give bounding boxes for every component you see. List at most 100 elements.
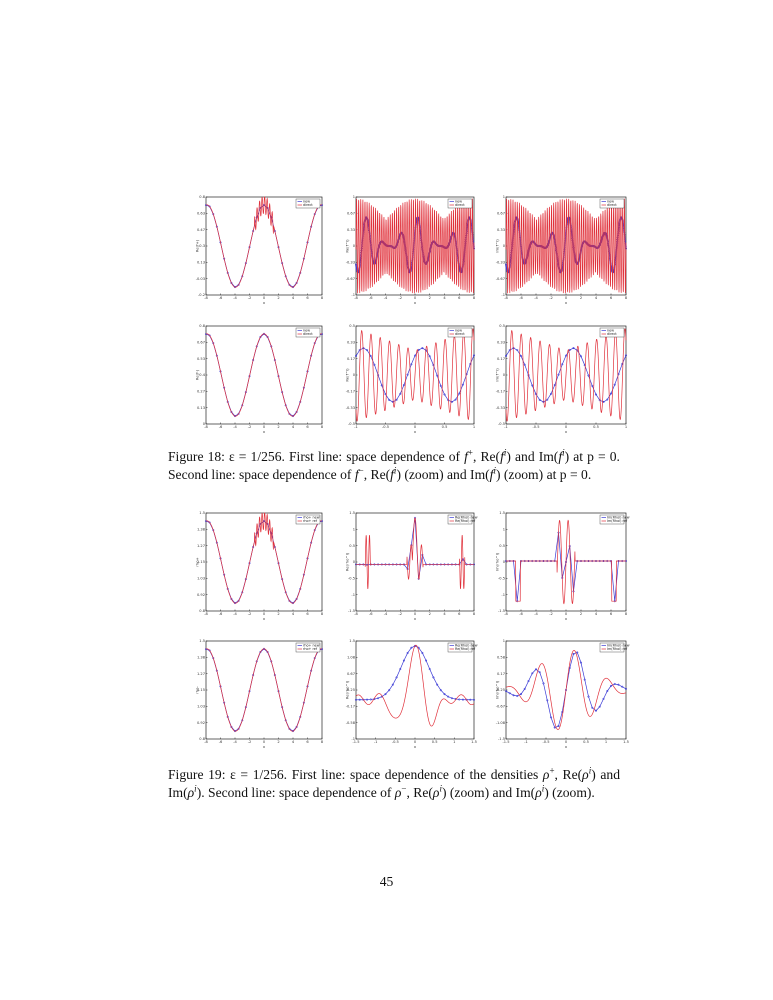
data-point (237, 283, 240, 286)
legend-entry: rho+ new (303, 643, 320, 647)
legend (447, 642, 473, 653)
x-tick-label: 4 (292, 740, 295, 744)
data-point (439, 384, 442, 387)
data-point (538, 671, 541, 674)
x-tick-label: 6 (610, 296, 613, 300)
legend-entry: Re(Rhoi) new (455, 515, 478, 519)
series-line-ref (505, 198, 627, 294)
x-tick-label: 8 (321, 296, 324, 300)
x-tick-label: -6 (369, 296, 373, 300)
data-point (549, 716, 553, 719)
y-tick-label: 0.92 (197, 593, 205, 597)
data-point (425, 659, 428, 662)
y-tick-label: 0.5 (349, 324, 355, 328)
x-tick-label: 2 (277, 740, 279, 744)
legend-entry: new (607, 199, 614, 203)
legend-entry: Im(Rhoi) new (607, 515, 630, 519)
y-tick-label: 0.17 (497, 672, 505, 676)
data-point (384, 693, 387, 696)
data-point (472, 698, 476, 701)
y-tick-label: 0.5 (499, 324, 505, 328)
y-axis-label: Re(rho^i) (345, 680, 350, 699)
data-point (583, 678, 586, 681)
y-tick-label: 0 (503, 244, 506, 248)
y-tick-label: 1.5 (499, 511, 505, 515)
x-tick-label: 8 (473, 612, 476, 616)
x-tick-label: -8 (204, 740, 208, 744)
x-tick-label: 4 (443, 612, 446, 616)
x-tick-label: 4 (292, 612, 295, 616)
x-tick-label: 0.5 (432, 740, 438, 744)
x-tick-label: -1.5 (502, 740, 509, 744)
y-tick-label: 0.8 (199, 609, 205, 613)
data-point (428, 668, 431, 671)
legend-entry: new (303, 199, 310, 203)
y-axis-label: Re(rho^i) (345, 552, 350, 571)
legend-entry: Re(Rhoi) new (455, 643, 478, 647)
x-tick-label: 4 (292, 425, 295, 429)
x-tick-label: 4 (292, 296, 295, 300)
x-tick-label: -6 (219, 425, 223, 429)
x-tick-label: -4 (534, 612, 538, 616)
data-point (369, 698, 372, 701)
fig19-r1-c2-plot: -8 -6 -4 -2 0 2 4 6 8 -1.5 -1 -0.5 0 0.5 1 1.5 x Re(rho^i… (345, 511, 478, 621)
fig18-r1-c2-plot: -8 -6 -4 -2 0 2 4 6 8 -1 -0.67 -0.33 0 0.33 0.67 1 x Re(f… (345, 195, 476, 305)
x-tick-label: 0 (565, 425, 568, 429)
data-point (410, 363, 413, 366)
figure19-caption: Figure 19: ε = 1/256. First line: space … (168, 765, 620, 800)
legend-entry: Im(Rhoi) new (607, 643, 630, 647)
y-tick-label: 0 (353, 244, 356, 248)
series-line-new (355, 645, 475, 701)
data-point (621, 685, 624, 688)
x-tick-label: -8 (354, 296, 358, 300)
data-point (606, 690, 609, 693)
y-tick-label: 0.47 (197, 228, 205, 232)
y-tick-label: 1.03 (197, 577, 205, 581)
data-point (443, 393, 446, 396)
fig18-r1-c1-plot: -8 -6 -4 -2 0 2 4 6 8 -0.2 -0.03 0.13 0.3 0.47 0.63 0.8… (195, 195, 324, 305)
x-tick-label: 4 (595, 612, 598, 616)
x-tick-label: 0 (565, 740, 568, 744)
data-point (369, 354, 372, 358)
data-point (428, 355, 431, 358)
data-point (413, 644, 417, 647)
data-point (406, 651, 409, 655)
data-point (613, 682, 616, 686)
y-tick-label: 0.53 (197, 357, 205, 361)
data-point (373, 363, 376, 366)
y-tick-label: -0.5 (498, 577, 505, 581)
x-tick-label: 1.5 (623, 740, 629, 744)
page-number: 45 (379, 874, 394, 889)
y-tick-label: -0.2 (198, 293, 205, 297)
series-line-ref (505, 650, 627, 730)
x-tick-label: 0 (263, 612, 266, 616)
x-tick-label: -2 (549, 612, 553, 616)
data-point (504, 690, 508, 693)
data-point (572, 652, 575, 656)
y-tick-label: 0.63 (197, 212, 205, 216)
legend-entry: new (455, 328, 462, 332)
data-point (508, 692, 511, 695)
y-tick-label: -0.5 (348, 422, 355, 426)
y-tick-label: 0.67 (197, 341, 205, 345)
x-tick-label: -1.5 (352, 740, 359, 744)
y-tick-label: -1 (351, 737, 355, 741)
y-axis-label: Re(f+) (195, 239, 200, 252)
series-line-ref (355, 328, 475, 422)
y-axis-label: Im(rho^i) (495, 552, 500, 571)
x-tick-label: -2 (248, 740, 252, 744)
y-tick-label: 1.5 (349, 639, 355, 643)
data-point (461, 698, 464, 701)
data-point (624, 354, 628, 357)
x-tick-label: -4 (534, 296, 538, 300)
x-axis-label: x (414, 744, 417, 749)
y-tick-label: 0.8 (199, 195, 205, 199)
data-point (516, 349, 519, 352)
legend (599, 327, 625, 338)
data-point (402, 659, 405, 662)
legend-entry: new (303, 328, 310, 332)
data-point (458, 392, 461, 395)
series-line-new (205, 204, 323, 288)
legend (599, 514, 625, 525)
y-tick-label: 0.67 (497, 212, 505, 216)
